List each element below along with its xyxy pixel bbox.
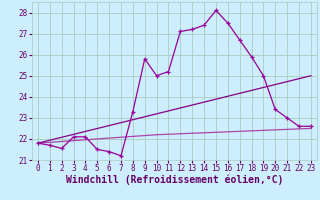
X-axis label: Windchill (Refroidissement éolien,°C): Windchill (Refroidissement éolien,°C) — [66, 175, 283, 185]
